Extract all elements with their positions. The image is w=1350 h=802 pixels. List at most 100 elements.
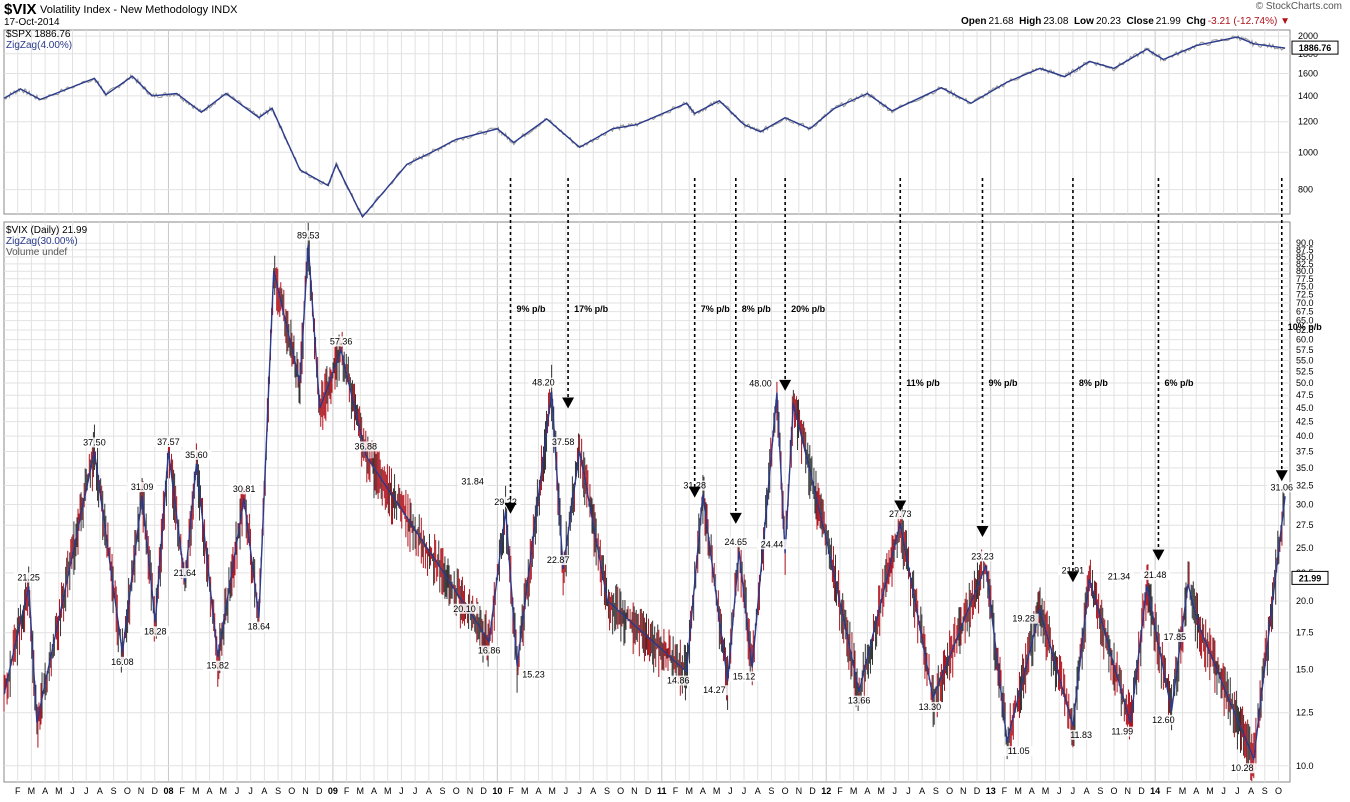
x-tick-label: F	[837, 786, 843, 796]
point-label: 21.64	[174, 568, 197, 578]
x-tick-label: D	[316, 786, 323, 796]
point-label-bg	[745, 378, 776, 389]
down-triangle-icon: ▼	[1280, 16, 1290, 27]
point-label: 48.20	[532, 378, 555, 388]
x-tick-label: A	[590, 786, 596, 796]
point-label: 21.25	[17, 573, 40, 583]
point-label: 16.86	[478, 646, 501, 656]
x-tick-label: J	[248, 786, 253, 796]
spx-legend-title: $SPX 1886.76	[6, 29, 71, 40]
vix-last-value-box	[1291, 570, 1329, 585]
point-label: 37.58	[552, 437, 575, 447]
pullback-arrow-head	[1275, 470, 1288, 482]
vix-y-tick-label: 25.0	[1296, 543, 1314, 553]
point-label-bg	[729, 671, 760, 682]
x-tick-label: A	[426, 786, 432, 796]
x-tick-label: M	[548, 786, 556, 796]
x-tick-label: M	[28, 786, 36, 796]
x-tick-label: M	[685, 786, 693, 796]
point-label: 27.73	[889, 509, 912, 519]
x-tick-label: N	[138, 786, 145, 796]
spx-zigzag-legend: ZigZag(4.00%)	[6, 40, 73, 51]
point-label: 19.28	[1012, 614, 1035, 624]
point-label-bg	[1003, 746, 1034, 757]
x-tick-label: D	[809, 786, 816, 796]
vix-y-tick-label: 12.5	[1296, 708, 1314, 718]
vix-y-tick-label: 52.5	[1296, 366, 1314, 376]
chart-header: $VIX Volatility Index - New Methodology …	[0, 0, 1350, 30]
point-label-bg	[543, 555, 574, 566]
x-tick-label: J	[728, 786, 733, 796]
x-tick-label: J	[70, 786, 75, 796]
point-label: 13.66	[848, 696, 871, 706]
x-tick-label: J	[893, 786, 898, 796]
pullback-arrow-head	[688, 486, 701, 498]
x-tick-label: F	[344, 786, 350, 796]
x-tick-label: D	[1138, 786, 1145, 796]
spx-price-line	[3, 34, 1286, 217]
spx-y-tick-label: 1600	[1298, 69, 1318, 79]
point-label: 15.12	[733, 671, 756, 681]
vix-legend-title: $VIX (Daily) 21.99	[6, 225, 88, 236]
x-tick-label: D	[151, 786, 158, 796]
vix-y-tick-label: 45.0	[1296, 403, 1314, 413]
point-label-bg	[699, 685, 730, 696]
x-tick-label: N	[631, 786, 638, 796]
spx-zigzag-line	[3, 36, 1286, 219]
x-tick-label: S	[111, 786, 117, 796]
vix-y-tick-label: 57.5	[1296, 345, 1314, 355]
brand-watermark[interactable]: © StockCharts.com	[1255, 1, 1342, 12]
vix-y-tick-label: 62.5	[1296, 325, 1314, 335]
x-tick-label: N	[467, 786, 474, 796]
vix-y-tick-label: 47.5	[1296, 390, 1314, 400]
x-tick-label: A	[864, 786, 870, 796]
vix-y-tick-label: 32.5	[1296, 480, 1314, 490]
point-label-bg	[474, 645, 505, 656]
vix-y-tick-label: 15.0	[1296, 664, 1314, 674]
vix-y-tick-label: 67.5	[1296, 307, 1314, 317]
pullback-arrow-head	[1152, 549, 1165, 561]
point-label: 20.10	[453, 604, 476, 614]
x-tick-label: 12	[821, 786, 831, 796]
vix-y-tick-label: 87.5	[1296, 245, 1314, 255]
vix-y-tick-label: 80.0	[1296, 266, 1314, 276]
point-label-bg	[1008, 613, 1039, 624]
point-label-bg	[1148, 714, 1179, 725]
close-value: 21.99	[1155, 16, 1181, 27]
point-label: 10.28	[1231, 763, 1254, 773]
pullback-annotation: 17% p/b	[574, 304, 609, 314]
vix-zigzag-legend: ZigZag(30.00%)	[6, 236, 78, 247]
x-tick-label: F	[1166, 786, 1172, 796]
point-label: 37.57	[157, 437, 180, 447]
open-value: 21.68	[988, 16, 1014, 27]
point-label-bg	[885, 509, 916, 520]
point-label: 48.00	[749, 379, 772, 389]
x-tick-label: J	[1057, 786, 1062, 796]
x-tick-label: F	[1002, 786, 1008, 796]
x-tick-label: M	[220, 786, 228, 796]
point-label: 37.50	[83, 437, 106, 447]
x-tick-label: J	[577, 786, 582, 796]
x-tick-label: S	[933, 786, 939, 796]
vix-y-tick-label: 85.0	[1296, 252, 1314, 262]
x-tick-label: N	[302, 786, 309, 796]
spx-y-tick-label: 1000	[1298, 147, 1318, 157]
point-label-bg	[229, 484, 260, 495]
x-tick-label: S	[275, 786, 281, 796]
point-label-bg	[127, 482, 158, 493]
pullback-annotation: 10% p/b	[1288, 322, 1323, 332]
x-tick-label: A	[755, 786, 761, 796]
pullback-annotation: 7% p/b	[701, 304, 731, 314]
x-tick-label: J	[564, 786, 569, 796]
pullback-arrow-head	[779, 379, 792, 391]
point-label: 18.64	[248, 622, 271, 632]
x-tick-label: F	[673, 786, 679, 796]
point-label: 22.87	[547, 555, 570, 565]
point-label: 57.36	[330, 336, 353, 346]
x-tick-label: M	[877, 786, 885, 796]
vix-y-tick-label: 10.0	[1296, 761, 1314, 771]
point-label-bg	[153, 436, 184, 447]
point-label-bg	[1066, 729, 1097, 740]
point-label: 36.88	[355, 441, 378, 451]
